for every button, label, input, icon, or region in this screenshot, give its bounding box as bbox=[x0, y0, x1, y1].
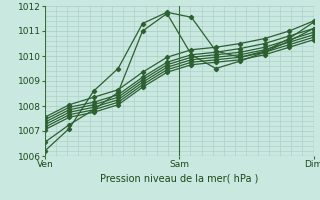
X-axis label: Pression niveau de la mer( hPa ): Pression niveau de la mer( hPa ) bbox=[100, 173, 258, 183]
